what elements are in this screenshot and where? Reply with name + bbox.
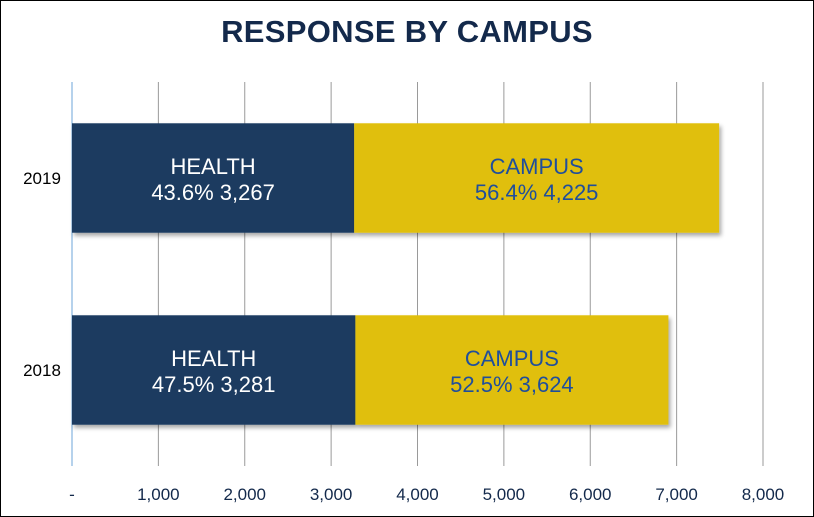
x-tick-label: 3,000 [310, 485, 353, 504]
bar-segment-health [72, 123, 355, 233]
bar-value-label: 43.6% 3,267 [151, 180, 275, 205]
y-tick-label: 2018 [23, 361, 61, 380]
x-tick-label: 1,000 [137, 485, 180, 504]
x-tick-label: 5,000 [483, 485, 526, 504]
bar-value-label: 52.5% 3,624 [450, 372, 574, 397]
bar-series-label: CAMPUS [465, 346, 559, 371]
x-tick-label: 4,000 [396, 485, 439, 504]
chart-title: RESPONSE BY CAMPUS [221, 14, 593, 49]
x-tick-label: 2,000 [223, 485, 266, 504]
bar-series-label: CAMPUS [490, 154, 584, 179]
bar-value-label: 47.5% 3,281 [152, 372, 276, 397]
bar-value-label: 56.4% 4,225 [475, 180, 599, 205]
x-tick-label: 7,000 [655, 485, 698, 504]
x-tick-label: 6,000 [569, 485, 612, 504]
bar-series-label: HEALTH [171, 346, 256, 371]
bar-segment-campus [355, 315, 669, 425]
y-tick-label: 2019 [23, 169, 61, 188]
bar-series-label: HEALTH [171, 154, 256, 179]
x-tick-label: - [69, 485, 75, 504]
bar-segment-health [72, 315, 356, 425]
bar-segment-campus [354, 123, 720, 233]
x-tick-label: 8,000 [742, 485, 785, 504]
